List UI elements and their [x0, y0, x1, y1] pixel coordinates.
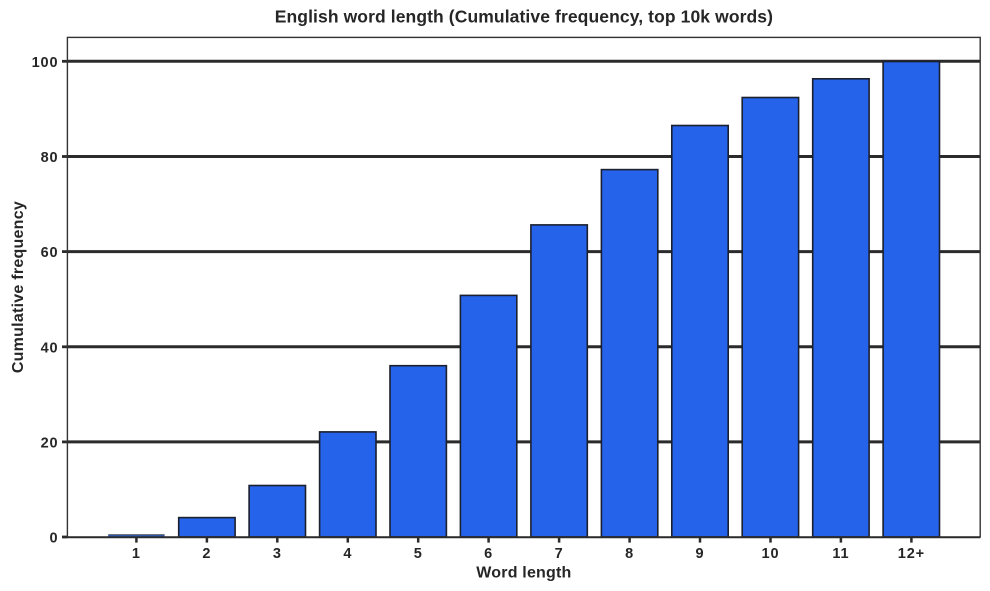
svg-text:10: 10 — [762, 546, 780, 562]
svg-text:40: 40 — [41, 340, 59, 356]
svg-text:20: 20 — [41, 436, 59, 452]
svg-text:0: 0 — [50, 531, 59, 547]
svg-text:6: 6 — [484, 546, 493, 562]
svg-text:2: 2 — [202, 546, 211, 562]
svg-text:Cumulative frequency: Cumulative frequency — [10, 201, 27, 373]
svg-text:80: 80 — [41, 150, 59, 166]
svg-text:8: 8 — [625, 546, 634, 562]
svg-text:Word length: Word length — [476, 565, 571, 582]
svg-text:English word length (Cumulativ: English word length (Cumulative frequenc… — [275, 7, 773, 27]
svg-text:9: 9 — [696, 546, 705, 562]
svg-text:7: 7 — [555, 546, 564, 562]
svg-text:5: 5 — [414, 546, 423, 562]
svg-text:4: 4 — [343, 546, 352, 562]
svg-text:60: 60 — [41, 245, 59, 261]
svg-text:3: 3 — [273, 546, 282, 562]
svg-text:1: 1 — [132, 546, 141, 562]
svg-text:11: 11 — [832, 546, 849, 562]
svg-text:12+: 12+ — [898, 546, 925, 562]
svg-text:100: 100 — [32, 55, 59, 71]
